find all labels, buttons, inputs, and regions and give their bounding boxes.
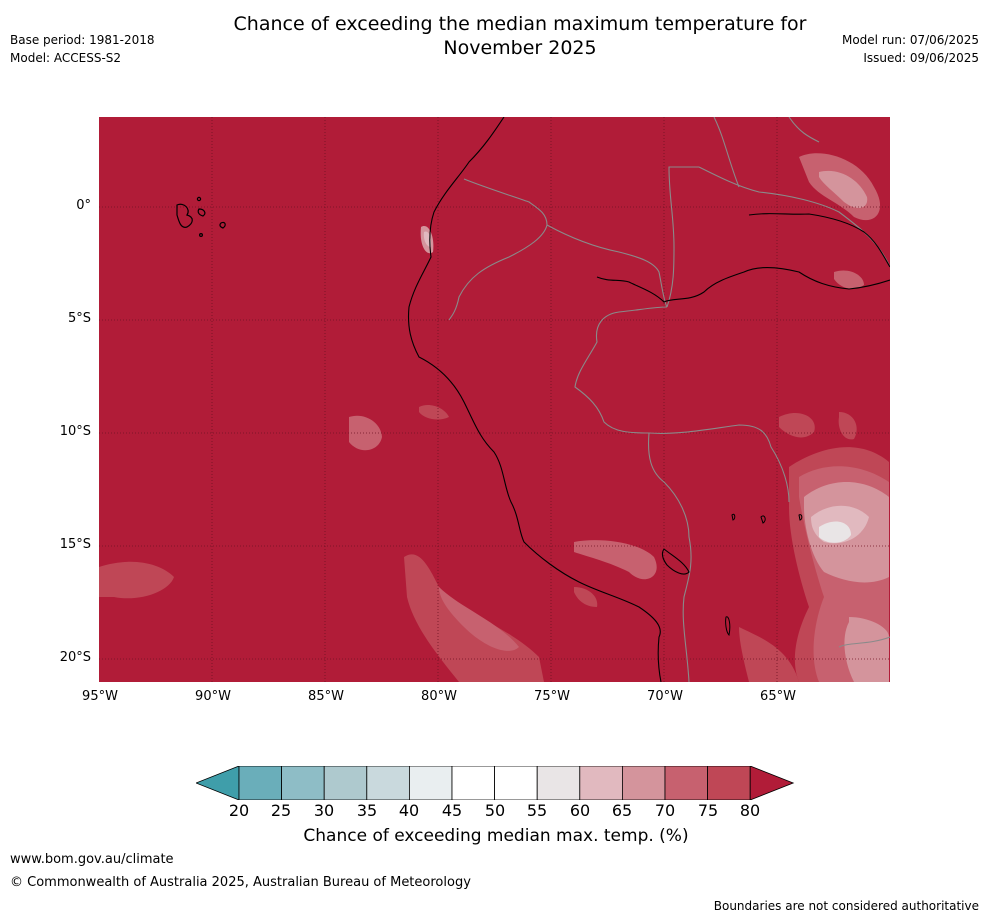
lon-label-95w: 95°W xyxy=(82,689,118,704)
colorbar-cell xyxy=(707,766,751,800)
lon-label-70w: 70°W xyxy=(647,689,683,704)
colorbar-cell xyxy=(323,766,368,800)
map-background xyxy=(99,117,890,682)
lat-label-0: 0° xyxy=(76,198,91,213)
colorbar-label: Chance of exceeding median max. temp. (%… xyxy=(303,826,689,846)
colorbar-tick: 45 xyxy=(441,801,463,820)
probability-patches xyxy=(99,153,889,682)
lon-label-90w: 90°W xyxy=(195,689,231,704)
base-period-text: Base period: 1981-2018 xyxy=(10,33,155,47)
colorbar-cell xyxy=(238,766,282,800)
colorbar-tick: 20 xyxy=(228,801,250,820)
colorbar-tick: 55 xyxy=(526,801,548,820)
colorbar-extend-high xyxy=(749,766,795,800)
colorbar-tick: 60 xyxy=(569,801,591,820)
colorbar-cell xyxy=(579,766,623,800)
title-line-1: Chance of exceeding the median maximum t… xyxy=(233,13,807,35)
lon-label-80w: 80°W xyxy=(421,689,457,704)
colorbar-tick: 25 xyxy=(270,801,292,820)
colorbar-extend-low xyxy=(196,766,240,800)
model-run-text: Model run: 07/06/2025 xyxy=(841,33,979,47)
meta-left: Base period: 1981-2018 Model: ACCESS-S2 xyxy=(10,31,155,67)
title-line-2: November 2025 xyxy=(443,37,597,59)
lakes xyxy=(725,513,803,637)
colorbar-tick: 70 xyxy=(654,801,676,820)
model-text: Model: ACCESS-S2 xyxy=(10,51,122,65)
footer-copyright: © Commonwealth of Australia 2025, Austra… xyxy=(10,875,471,890)
colorbar-tick: 50 xyxy=(484,801,506,820)
colorbar-cell xyxy=(451,766,495,800)
colorbar-cell xyxy=(281,766,325,800)
meta-right: Model run: 07/06/2025 Issued: 09/06/2025 xyxy=(842,31,979,67)
lon-label-65w: 65°W xyxy=(760,689,796,704)
colorbar-tick: 75 xyxy=(697,801,719,820)
colorbar-cell xyxy=(664,766,708,800)
colorbar-tick: 65 xyxy=(611,801,633,820)
coastlines xyxy=(407,117,890,682)
footer-url: www.bom.gov.au/climate xyxy=(10,852,174,867)
issued-text: Issued: 09/06/2025 xyxy=(863,51,979,65)
colorbar-tick: 40 xyxy=(398,801,420,820)
colorbar-cell xyxy=(536,766,581,800)
lat-label-5s: 5°S xyxy=(67,311,91,326)
colorbar-tick: 35 xyxy=(356,801,378,820)
lon-label-75w: 75°W xyxy=(534,689,570,704)
galapagos-islands xyxy=(176,196,226,237)
lat-label-20s: 20°S xyxy=(59,650,91,665)
colorbar-cell xyxy=(408,766,453,800)
colorbar xyxy=(196,766,795,800)
lat-label-10s: 10°S xyxy=(59,424,91,439)
graticule xyxy=(99,117,890,682)
forecast-map xyxy=(99,117,890,682)
colorbar-tick: 80 xyxy=(739,801,761,820)
colorbar-cell xyxy=(366,766,410,800)
colorbar-tick: 30 xyxy=(313,801,335,820)
colorbar-cell xyxy=(621,766,666,800)
footer-note: Boundaries are not considered authoritat… xyxy=(713,899,979,913)
map-title: Chance of exceeding the median maximum t… xyxy=(150,12,890,60)
lon-label-85w: 85°W xyxy=(308,689,344,704)
colorbar-cell xyxy=(494,766,538,800)
lat-label-15s: 15°S xyxy=(59,537,91,552)
